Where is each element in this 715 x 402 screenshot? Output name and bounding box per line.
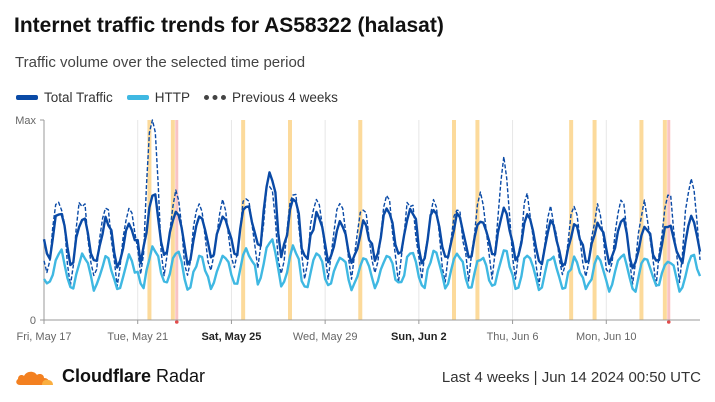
range-label: Last 4 weeks (441, 369, 530, 386)
anomaly-dot-1 (666, 320, 671, 324)
range-timestamp: Jun 14 2024 00:50 UTC (541, 369, 701, 386)
y-tick-label-0: 0 (30, 315, 36, 327)
traffic-chart[interactable]: Fri, May 17 Tue, May 21 Sat, May 25 Wed, Ma… (0, 110, 715, 350)
series-line-total-traffic (42, 171, 702, 270)
x-tick-label-4: Sun, Jun 2 (391, 331, 447, 343)
x-tick-label-6: Mon, Jun 10 (576, 331, 637, 343)
page-subtitle: Traffic volume over the selected time pe… (15, 54, 306, 71)
outage-marker-6 (475, 120, 480, 320)
x-tick-label-2: Sat, May 25 (201, 331, 261, 343)
legend-label-total-traffic: Total Traffic (44, 90, 113, 105)
anomaly-marker-0 (175, 120, 179, 320)
outage-marker-10 (662, 120, 667, 320)
outage-marker-2 (241, 120, 246, 320)
legend-swatch-http (126, 95, 149, 100)
cloudflare-radar-logo[interactable]: Cloudflare Radar (14, 366, 205, 387)
outage-marker-0 (147, 120, 152, 320)
brand-name-light: Radar (151, 366, 206, 386)
brand-name-bold: Cloudflare (62, 366, 152, 386)
legend-item-total-traffic[interactable]: Total Traffic (16, 90, 113, 105)
x-tick-label-1: Tue, May 21 (107, 331, 168, 343)
footer-range-info: Last 4 weeks | Jun 14 2024 00:50 UTC (442, 369, 701, 386)
anomaly-dot-0 (174, 320, 179, 324)
x-tick-label-5: Thu, Jun 6 (487, 331, 539, 343)
y-tick-label-max: Max (15, 115, 36, 127)
anomaly-marker-1 (667, 120, 671, 320)
chart-legend: Total Traffic HTTP Previous 4 weeks (16, 90, 338, 105)
legend-swatch-total-traffic (16, 95, 38, 100)
outage-marker-4 (358, 120, 363, 320)
page-title: Internet traffic trends for AS58322 (hal… (14, 14, 444, 37)
legend-item-previous-4-weeks[interactable]: Previous 4 weeks (204, 90, 338, 105)
range-separator: | (533, 369, 538, 386)
x-tick-label-3: Wed, May 29 (293, 331, 358, 343)
x-tick-label-0: Fri, May 17 (16, 331, 71, 343)
cloudflare-cloud-icon (16, 371, 53, 385)
series-line-http (42, 238, 702, 293)
legend-item-http[interactable]: HTTP (126, 90, 191, 105)
outage-marker-7 (569, 120, 574, 320)
legend-label-http: HTTP (154, 90, 191, 105)
legend-label-previous-4-weeks: Previous 4 weeks (232, 90, 338, 105)
brand-name: Cloudflare Radar (62, 366, 205, 387)
legend-swatch-previous-4-weeks (204, 95, 227, 100)
